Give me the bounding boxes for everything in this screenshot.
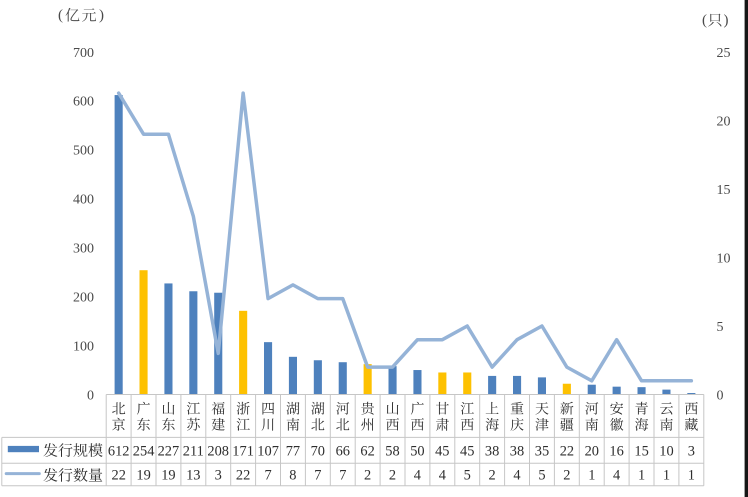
svg-text:7: 7 [339,468,346,484]
svg-text:2: 2 [389,468,396,484]
svg-text:0: 0 [87,388,94,403]
svg-text:38: 38 [485,444,499,460]
svg-text:(: ( [58,8,63,24]
svg-text:25: 25 [717,46,731,61]
svg-text:20: 20 [585,444,599,460]
svg-text:5: 5 [464,468,471,484]
svg-text:107: 107 [257,444,279,460]
svg-text:1: 1 [688,468,695,484]
svg-text:2: 2 [364,468,371,484]
svg-text:8: 8 [289,468,296,484]
svg-text:700: 700 [73,46,94,61]
svg-text:19: 19 [161,468,175,484]
svg-text:): ) [99,8,104,24]
svg-text:4: 4 [513,468,520,484]
svg-text:15: 15 [634,444,648,460]
svg-text:5: 5 [538,468,545,484]
svg-text:77: 77 [286,444,300,460]
svg-text:612: 612 [108,444,130,460]
svg-text:0: 0 [717,388,724,403]
svg-text:1: 1 [663,468,670,484]
svg-text:22: 22 [236,468,250,484]
svg-text:45: 45 [460,444,474,460]
svg-text:(: ( [702,13,707,29]
svg-text:38: 38 [510,444,524,460]
svg-text:62: 62 [360,444,374,460]
svg-text:254: 254 [133,444,155,460]
svg-text:4: 4 [414,468,421,484]
svg-text:171: 171 [232,444,254,460]
svg-text:): ) [724,13,729,29]
svg-text:3: 3 [688,444,695,460]
svg-text:600: 600 [73,95,94,110]
svg-text:35: 35 [535,444,549,460]
svg-text:58: 58 [385,444,399,460]
svg-text:19: 19 [136,468,150,484]
svg-text:500: 500 [73,144,94,159]
svg-text:20: 20 [717,114,731,129]
svg-text:15: 15 [717,183,731,198]
svg-text:50: 50 [410,444,424,460]
svg-text:45: 45 [435,444,449,460]
svg-text:1: 1 [638,468,645,484]
svg-text:2: 2 [563,468,570,484]
svg-text:200: 200 [73,290,94,305]
svg-text:10: 10 [717,251,731,266]
svg-text:208: 208 [207,444,229,460]
svg-text:7: 7 [314,468,321,484]
svg-text:2: 2 [488,468,495,484]
svg-text:66: 66 [336,444,350,460]
svg-text:100: 100 [73,339,94,354]
svg-text:5: 5 [717,320,724,335]
svg-text:211: 211 [183,444,204,460]
svg-text:4: 4 [613,468,620,484]
svg-text:22: 22 [560,444,574,460]
svg-text:13: 13 [186,468,200,484]
svg-text:400: 400 [73,193,94,208]
svg-text:70: 70 [311,444,325,460]
svg-text:4: 4 [439,468,446,484]
svg-text:22: 22 [112,468,126,484]
svg-text:10: 10 [659,444,673,460]
svg-text:1: 1 [588,468,595,484]
svg-text:300: 300 [73,242,94,257]
svg-text:227: 227 [158,444,180,460]
svg-text:3: 3 [215,468,222,484]
svg-text:7: 7 [264,468,271,484]
svg-text:16: 16 [609,444,623,460]
